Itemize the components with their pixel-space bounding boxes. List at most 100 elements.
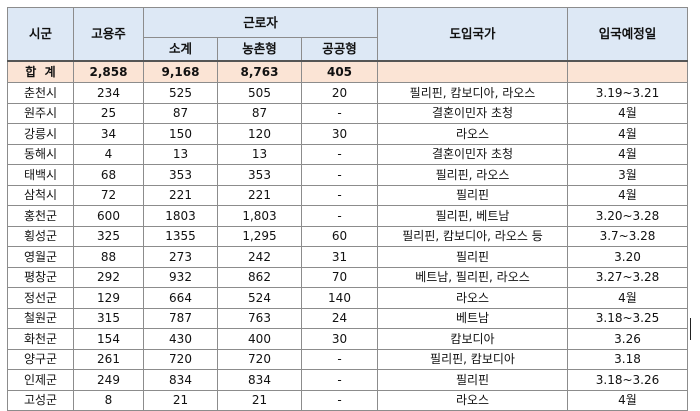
cell-employers: 315	[73, 307, 144, 329]
cell-countries: 라오스	[377, 123, 568, 145]
cell-subtotal: 430	[143, 328, 218, 350]
worker-import-table: 시군 고용주 근로자 도입국가 입국예정일 소계 농촌형 공공형 합 계 2,8…	[7, 7, 688, 411]
table-row: 원주시 25 87 87- 결혼이민자 초청 4월	[7, 102, 688, 124]
cell-entry-date: 3.18~3.26	[567, 369, 688, 391]
text-cursor-mark	[690, 318, 691, 340]
cell-employers: 600	[73, 205, 144, 227]
cell-public: -	[301, 184, 378, 206]
cell-employers: 154	[73, 328, 144, 350]
cell-countries: 필리핀, 베트남	[377, 205, 568, 227]
cell-public: 30	[301, 123, 378, 145]
cell-countries: 필리핀, 캄보디아	[377, 348, 568, 370]
table-row: 양구군 261 720 720- 필리핀, 캄보디아 3.18	[7, 348, 688, 370]
cell-region: 태백시	[7, 164, 74, 186]
table-row: 홍천군 600 1803 1,803- 필리핀, 베트남 3.20~3.28	[7, 205, 688, 227]
cell-subtotal: 932	[143, 266, 218, 288]
total-label: 합 계	[7, 60, 74, 83]
total-countries	[377, 60, 568, 83]
table-row: 고성군 8 21 21- 라오스 4월	[7, 389, 688, 411]
cell-agri: 13	[217, 143, 302, 165]
total-employers: 2,858	[73, 60, 144, 83]
cell-countries: 라오스	[377, 287, 568, 309]
cell-region: 영월군	[7, 246, 74, 268]
total-row: 합 계 2,858 9,168 8,763 405	[7, 60, 688, 83]
cell-agri: 87	[217, 102, 302, 124]
table-body: 합 계 2,858 9,168 8,763 405 춘천시 234 525 505 20…	[7, 60, 688, 411]
cell-agri: 834	[217, 369, 302, 391]
cell-entry-date: 4월	[567, 389, 688, 411]
cell-employers: 325	[73, 225, 144, 247]
cell-employers: 292	[73, 266, 144, 288]
cell-region: 화천군	[7, 328, 74, 350]
cell-region: 춘천시	[7, 82, 74, 104]
cell-countries: 필리핀	[377, 246, 568, 268]
header-region: 시군	[7, 7, 74, 62]
cell-countries: 결혼이민자 초청	[377, 102, 568, 124]
cell-subtotal: 13	[143, 143, 218, 165]
cell-countries: 필리핀	[377, 369, 568, 391]
table-row: 평창군 292 932 862 70 베트남, 필리핀, 라오스 3.27~3.28	[7, 266, 688, 288]
cell-subtotal: 1355	[143, 225, 218, 247]
cell-subtotal: 664	[143, 287, 218, 309]
cell-agri: 524	[217, 287, 302, 309]
table-row: 철원군 315 787 763 24 베트남 3.18~3.25	[7, 307, 688, 329]
cell-agri: 505	[217, 82, 302, 104]
cell-employers: 25	[73, 102, 144, 124]
cell-entry-date: 3.19~3.21	[567, 82, 688, 104]
cell-subtotal: 353	[143, 164, 218, 186]
cell-agri: 763	[217, 307, 302, 329]
cell-public: 30	[301, 328, 378, 350]
cell-countries: 캄보디아	[377, 328, 568, 350]
cell-public: 24	[301, 307, 378, 329]
table-row: 영월군 88 273 242 31 필리핀 3.20	[7, 246, 688, 268]
cell-region: 횡성군	[7, 225, 74, 247]
total-public: 405	[301, 60, 378, 83]
cell-entry-date: 4월	[567, 143, 688, 165]
cell-entry-date: 3.20	[567, 246, 688, 268]
cell-public: -	[301, 348, 378, 370]
total-subtotal: 9,168	[143, 60, 218, 83]
cell-countries: 필리핀, 캄보디아, 라오스 등	[377, 225, 568, 247]
cell-entry-date: 3.7~3.28	[567, 225, 688, 247]
cell-employers: 261	[73, 348, 144, 370]
cell-region: 철원군	[7, 307, 74, 329]
cell-region: 양구군	[7, 348, 74, 370]
cell-agri: 353	[217, 164, 302, 186]
cell-countries: 필리핀, 캄보디아, 라오스	[377, 82, 568, 104]
table-row: 인제군 249 834 834- 필리핀 3.18~3.26	[7, 369, 688, 391]
cell-employers: 129	[73, 287, 144, 309]
cell-subtotal: 787	[143, 307, 218, 329]
cell-employers: 4	[73, 143, 144, 165]
cell-subtotal: 1803	[143, 205, 218, 227]
header-agri-type: 농촌형	[217, 37, 302, 62]
cell-region: 삼척시	[7, 184, 74, 206]
table-row: 강릉시 34 150 120 30 라오스 4월	[7, 123, 688, 145]
cell-subtotal: 834	[143, 369, 218, 391]
cell-public: -	[301, 369, 378, 391]
cell-agri: 400	[217, 328, 302, 350]
cell-subtotal: 525	[143, 82, 218, 104]
cell-region: 정선군	[7, 287, 74, 309]
cell-subtotal: 87	[143, 102, 218, 124]
cell-entry-date: 3.18~3.25	[567, 307, 688, 329]
table-row: 삼척시 72 221 221- 필리핀 4월	[7, 184, 688, 206]
cell-agri: 242	[217, 246, 302, 268]
cell-countries: 결혼이민자 초청	[377, 143, 568, 165]
table-container: 시군 고용주 근로자 도입국가 입국예정일 소계 농촌형 공공형 합 계 2,8…	[7, 7, 688, 411]
header-workers-group: 근로자	[143, 7, 378, 38]
cell-countries: 필리핀	[377, 184, 568, 206]
cell-agri: 21	[217, 389, 302, 411]
cell-countries: 베트남, 필리핀, 라오스	[377, 266, 568, 288]
cell-employers: 88	[73, 246, 144, 268]
cell-agri: 120	[217, 123, 302, 145]
header-public-type: 공공형	[301, 37, 378, 62]
cell-employers: 249	[73, 369, 144, 391]
cell-region: 홍천군	[7, 205, 74, 227]
cell-agri: 720	[217, 348, 302, 370]
cell-region: 동해시	[7, 143, 74, 165]
table-row: 춘천시 234 525 505 20 필리핀, 캄보디아, 라오스 3.19~3.21	[7, 82, 688, 104]
cell-entry-date: 4월	[567, 123, 688, 145]
total-entry-date	[567, 60, 688, 83]
cell-entry-date: 3월	[567, 164, 688, 186]
cell-public: -	[301, 164, 378, 186]
